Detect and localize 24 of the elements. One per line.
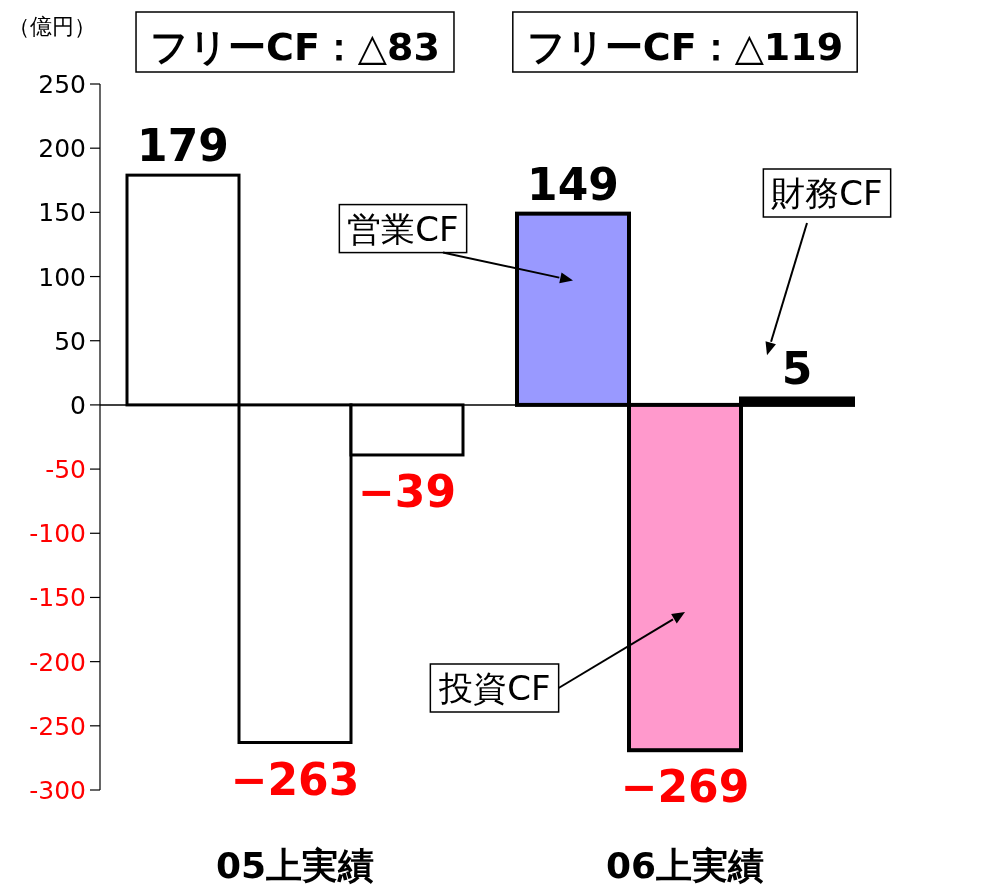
x-tick-label: 05上実績 bbox=[215, 845, 375, 886]
text: フリーCF：△83 bbox=[150, 25, 440, 69]
y-tick-label: -200 bbox=[29, 647, 86, 677]
data-label: 5 bbox=[781, 343, 813, 395]
data-label: 179 bbox=[137, 120, 229, 172]
y-tick-label: 250 bbox=[38, 70, 86, 99]
text: フリーCF：△119 bbox=[526, 25, 844, 69]
y-tick-label: 0 bbox=[70, 390, 86, 420]
y-axis-title: （億円） bbox=[8, 14, 96, 39]
data-label: −269 bbox=[620, 761, 750, 813]
x-tick-label: 06上実績 bbox=[605, 845, 765, 886]
y-tick-label: 200 bbox=[38, 134, 86, 164]
y-tick-label: -300 bbox=[29, 776, 86, 805]
y-tick-label: 100 bbox=[38, 262, 86, 292]
y-tick-label: -50 bbox=[45, 455, 86, 485]
y-tick-label: -250 bbox=[29, 711, 86, 741]
y-tick-label: -100 bbox=[29, 519, 86, 549]
y-tick-label: 150 bbox=[38, 198, 86, 228]
series-label: 営業CF bbox=[347, 208, 459, 249]
y-tick-label: -150 bbox=[29, 583, 86, 613]
data-label: −263 bbox=[230, 753, 360, 805]
y-tick-label: 50 bbox=[54, 326, 86, 356]
data-label: −39 bbox=[357, 465, 457, 517]
data-label: 149 bbox=[527, 158, 619, 210]
